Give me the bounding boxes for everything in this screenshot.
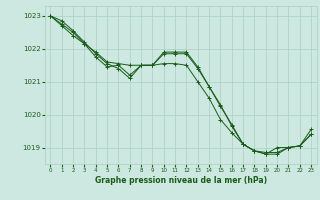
X-axis label: Graphe pression niveau de la mer (hPa): Graphe pression niveau de la mer (hPa) [95, 176, 267, 185]
